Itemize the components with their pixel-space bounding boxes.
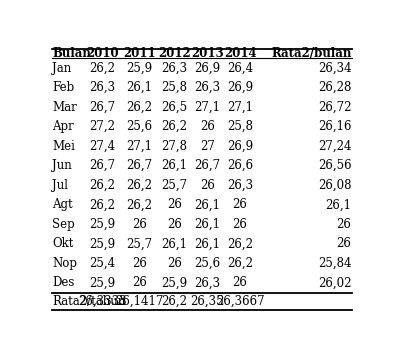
Text: 26,7: 26,7 bbox=[194, 159, 221, 172]
Text: 25,9: 25,9 bbox=[89, 218, 116, 231]
Text: 26,2: 26,2 bbox=[126, 198, 152, 211]
Text: Mar: Mar bbox=[52, 101, 77, 114]
Text: 27: 27 bbox=[200, 140, 215, 153]
Text: Jan: Jan bbox=[52, 62, 72, 75]
Text: 25,7: 25,7 bbox=[126, 238, 152, 250]
Text: 26,1: 26,1 bbox=[194, 198, 220, 211]
Text: 26: 26 bbox=[232, 276, 247, 290]
Text: 26: 26 bbox=[232, 198, 247, 211]
Text: 27,24: 27,24 bbox=[318, 140, 351, 153]
Text: 26: 26 bbox=[167, 218, 182, 231]
Text: 26,7: 26,7 bbox=[89, 159, 116, 172]
Text: 26,2: 26,2 bbox=[162, 295, 188, 308]
Text: 26,56: 26,56 bbox=[318, 159, 351, 172]
Text: 27,1: 27,1 bbox=[126, 140, 152, 153]
Text: Mei: Mei bbox=[52, 140, 75, 153]
Text: 26,9: 26,9 bbox=[194, 62, 221, 75]
Text: 26,2: 26,2 bbox=[126, 179, 152, 192]
Text: 26,16: 26,16 bbox=[318, 120, 351, 133]
Text: 26,1: 26,1 bbox=[325, 198, 351, 211]
Text: Rata2/bulan: Rata2/bulan bbox=[271, 47, 351, 60]
Text: 25,7: 25,7 bbox=[162, 179, 188, 192]
Text: 26,72: 26,72 bbox=[318, 101, 351, 114]
Text: 26,3: 26,3 bbox=[194, 276, 221, 290]
Text: 2012: 2012 bbox=[158, 47, 191, 60]
Text: 25,9: 25,9 bbox=[126, 62, 152, 75]
Text: Jul: Jul bbox=[52, 179, 68, 192]
Text: 27,1: 27,1 bbox=[227, 101, 253, 114]
Text: 26: 26 bbox=[336, 238, 351, 250]
Text: 26,08: 26,08 bbox=[318, 179, 351, 192]
Text: 25,9: 25,9 bbox=[89, 238, 116, 250]
Text: Bulan: Bulan bbox=[52, 47, 91, 60]
Text: 25,6: 25,6 bbox=[194, 257, 221, 270]
Text: 27,4: 27,4 bbox=[89, 140, 116, 153]
Text: 25,8: 25,8 bbox=[227, 120, 253, 133]
Text: 26,1: 26,1 bbox=[126, 81, 152, 94]
Text: 26: 26 bbox=[167, 257, 182, 270]
Text: 26,9: 26,9 bbox=[227, 81, 253, 94]
Text: 26,6: 26,6 bbox=[227, 159, 253, 172]
Text: 26,4: 26,4 bbox=[227, 62, 253, 75]
Text: 2010: 2010 bbox=[86, 47, 119, 60]
Text: 26,2: 26,2 bbox=[162, 120, 188, 133]
Text: 26: 26 bbox=[132, 218, 147, 231]
Text: 2011: 2011 bbox=[123, 47, 156, 60]
Text: 26,3: 26,3 bbox=[162, 62, 188, 75]
Text: Apr: Apr bbox=[52, 120, 74, 133]
Text: 2013: 2013 bbox=[191, 47, 224, 60]
Text: Jun: Jun bbox=[52, 159, 72, 172]
Text: 26,3333: 26,3333 bbox=[78, 295, 127, 308]
Text: 26,34: 26,34 bbox=[318, 62, 351, 75]
Text: 26,1417: 26,1417 bbox=[115, 295, 164, 308]
Text: 25,4: 25,4 bbox=[89, 257, 116, 270]
Text: 2014: 2014 bbox=[224, 47, 256, 60]
Text: 26,1: 26,1 bbox=[162, 159, 188, 172]
Text: Sep: Sep bbox=[52, 218, 75, 231]
Text: 25,9: 25,9 bbox=[162, 276, 188, 290]
Text: 26,2: 26,2 bbox=[90, 179, 116, 192]
Text: 26,2: 26,2 bbox=[227, 238, 253, 250]
Text: 27,8: 27,8 bbox=[162, 140, 188, 153]
Text: 26,1: 26,1 bbox=[194, 218, 220, 231]
Text: 26,3: 26,3 bbox=[227, 179, 253, 192]
Text: 26,9: 26,9 bbox=[227, 140, 253, 153]
Text: 26: 26 bbox=[167, 198, 182, 211]
Text: Feb: Feb bbox=[52, 81, 74, 94]
Text: 26,3667: 26,3667 bbox=[216, 295, 264, 308]
Text: 26,3: 26,3 bbox=[89, 81, 116, 94]
Text: Agt: Agt bbox=[52, 198, 73, 211]
Text: 26,1: 26,1 bbox=[162, 238, 188, 250]
Text: Rata2/tahun: Rata2/tahun bbox=[52, 295, 126, 308]
Text: Okt: Okt bbox=[52, 238, 74, 250]
Text: 26,1: 26,1 bbox=[194, 238, 220, 250]
Text: 27,2: 27,2 bbox=[90, 120, 116, 133]
Text: 26: 26 bbox=[200, 179, 215, 192]
Text: 26: 26 bbox=[132, 276, 147, 290]
Text: 27,1: 27,1 bbox=[194, 101, 220, 114]
Text: 25,9: 25,9 bbox=[89, 276, 116, 290]
Text: 26,5: 26,5 bbox=[162, 101, 188, 114]
Text: 26: 26 bbox=[132, 257, 147, 270]
Text: 26,2: 26,2 bbox=[90, 198, 116, 211]
Text: 26,2: 26,2 bbox=[90, 62, 116, 75]
Text: 26,7: 26,7 bbox=[89, 101, 116, 114]
Text: 25,6: 25,6 bbox=[126, 120, 152, 133]
Text: 26,3: 26,3 bbox=[194, 81, 221, 94]
Text: 26,02: 26,02 bbox=[318, 276, 351, 290]
Text: 26,2: 26,2 bbox=[126, 101, 152, 114]
Text: Des: Des bbox=[52, 276, 75, 290]
Text: 26,7: 26,7 bbox=[126, 159, 152, 172]
Text: 26: 26 bbox=[200, 120, 215, 133]
Text: 26: 26 bbox=[232, 218, 247, 231]
Text: 26,35: 26,35 bbox=[191, 295, 224, 308]
Text: 26,28: 26,28 bbox=[318, 81, 351, 94]
Text: 25,8: 25,8 bbox=[162, 81, 188, 94]
Text: 26,2: 26,2 bbox=[227, 257, 253, 270]
Text: 25,84: 25,84 bbox=[318, 257, 351, 270]
Text: Nop: Nop bbox=[52, 257, 77, 270]
Text: 26: 26 bbox=[336, 218, 351, 231]
